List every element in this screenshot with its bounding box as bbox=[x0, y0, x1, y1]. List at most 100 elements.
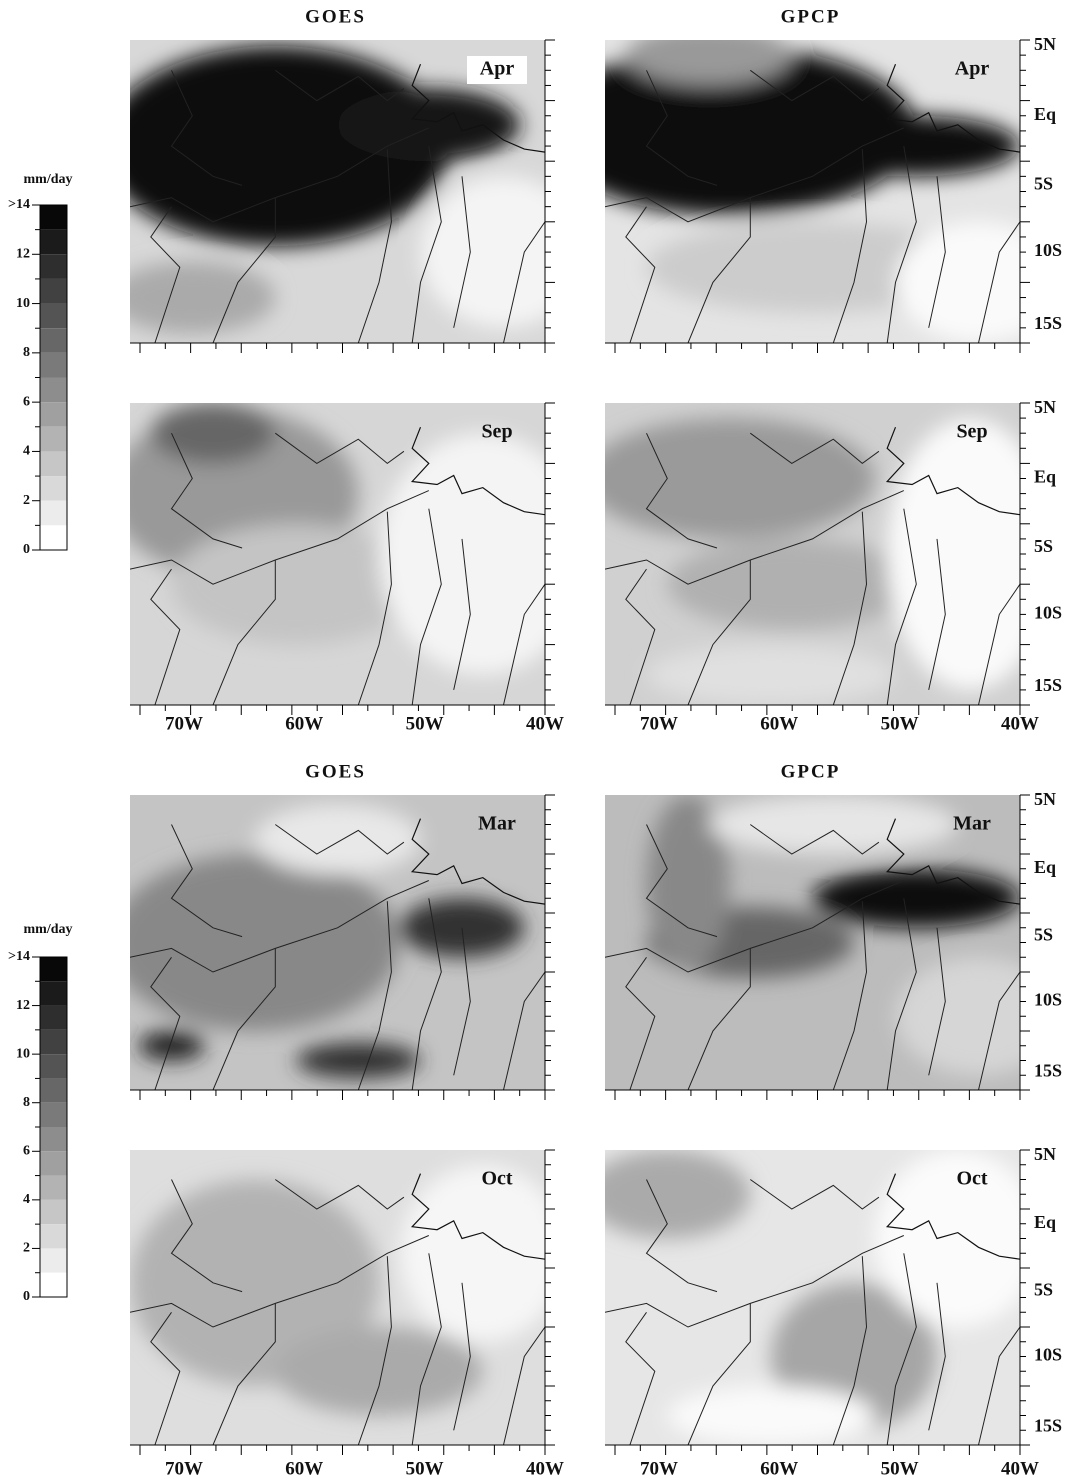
boundary-line bbox=[886, 1253, 917, 1445]
lat-label: 5N bbox=[1034, 789, 1056, 809]
lat-label: Eq bbox=[1034, 467, 1056, 487]
map-panel bbox=[605, 1150, 1020, 1445]
lon-label: 50W bbox=[881, 713, 919, 734]
boundary-line bbox=[503, 583, 545, 705]
precip-region bbox=[605, 418, 875, 539]
column-title: GOES bbox=[305, 6, 366, 27]
lat-label: 15S bbox=[1034, 1415, 1062, 1435]
precip-field bbox=[605, 40, 1020, 343]
precip-region bbox=[605, 1150, 751, 1239]
coastline bbox=[410, 1173, 545, 1260]
boundary-line bbox=[453, 927, 471, 1076]
colorbar-segment bbox=[40, 328, 67, 353]
boundary-line bbox=[357, 901, 392, 1090]
boundary-line bbox=[453, 176, 471, 328]
column-title: GPCP bbox=[781, 761, 841, 782]
colorbar-segment bbox=[40, 1248, 67, 1273]
colorbar-label: 6 bbox=[23, 394, 30, 409]
lat-label: 10S bbox=[1034, 990, 1062, 1010]
boundary-line bbox=[275, 69, 405, 102]
colorbar-segment bbox=[40, 254, 67, 279]
coastline bbox=[885, 818, 1020, 905]
precip-field bbox=[130, 1164, 545, 1416]
month-label: Oct bbox=[956, 1168, 987, 1190]
boundary-line bbox=[832, 901, 868, 1090]
lat-label: 10S bbox=[1034, 1345, 1062, 1365]
colorbar-segment bbox=[40, 352, 67, 378]
month-label: Mar bbox=[953, 813, 991, 835]
lat-label: 10S bbox=[1034, 240, 1062, 260]
boundary-line bbox=[750, 69, 880, 102]
colorbar-label: 0 bbox=[23, 542, 30, 557]
boundary-line bbox=[357, 511, 392, 705]
colorbar-segment bbox=[40, 1199, 67, 1225]
lat-label: 5N bbox=[1034, 397, 1056, 417]
boundary-line bbox=[170, 432, 243, 549]
lon-label: 60W bbox=[760, 1458, 798, 1479]
boundary-line bbox=[687, 948, 751, 1090]
boundary-line bbox=[150, 957, 181, 1090]
lon-label: 40W bbox=[1001, 1458, 1039, 1479]
boundary-line bbox=[453, 1282, 471, 1431]
colorbar-segment bbox=[40, 1102, 67, 1127]
precip-region bbox=[130, 46, 450, 247]
boundary-line bbox=[625, 1312, 656, 1445]
colorbar-label: >14 bbox=[8, 197, 30, 212]
boundary-line bbox=[275, 432, 405, 465]
precip-region bbox=[646, 644, 896, 705]
colorbar-segment bbox=[40, 1029, 67, 1055]
precip-region bbox=[296, 1042, 421, 1079]
boundary-line bbox=[750, 1179, 880, 1210]
boundary-line bbox=[832, 149, 868, 343]
colorbar-label: 12 bbox=[16, 998, 30, 1013]
precip-region bbox=[667, 538, 917, 630]
precip-region bbox=[874, 1150, 1020, 1327]
precip-region bbox=[420, 176, 545, 328]
boundary-line bbox=[625, 957, 656, 1090]
lon-label: 60W bbox=[760, 713, 798, 734]
lat-label: 10S bbox=[1034, 603, 1062, 623]
lon-label: 70W bbox=[165, 1458, 203, 1479]
map-panel bbox=[130, 40, 545, 343]
colorbar-label: 4 bbox=[23, 444, 30, 459]
coastline bbox=[410, 426, 545, 516]
lat-label: 5S bbox=[1034, 536, 1053, 556]
lat-label: 5S bbox=[1034, 174, 1053, 194]
precip-region bbox=[130, 854, 400, 1031]
colorbar-segment bbox=[40, 278, 67, 304]
colorbar-label: 4 bbox=[23, 1192, 30, 1207]
lat-label: 5N bbox=[1034, 34, 1056, 54]
colorbar-segment bbox=[40, 1078, 67, 1103]
column-title: GPCP bbox=[781, 6, 841, 27]
colorbar-unit: mm/day bbox=[24, 172, 73, 187]
boundary-line bbox=[212, 197, 276, 343]
precip-region bbox=[275, 1327, 483, 1416]
colorbar-segment bbox=[40, 1005, 67, 1030]
lat-label: 15S bbox=[1034, 1060, 1062, 1080]
lat-label: 15S bbox=[1034, 675, 1062, 695]
precip-region bbox=[625, 40, 792, 86]
boundary-line bbox=[750, 432, 880, 465]
precip-region bbox=[138, 1031, 205, 1061]
precip-region bbox=[812, 115, 1020, 177]
boundary-line bbox=[832, 511, 868, 705]
coastline bbox=[885, 1173, 1020, 1260]
boundary-line bbox=[978, 971, 1020, 1090]
boundary-line bbox=[645, 824, 718, 938]
lat-label: 15S bbox=[1034, 313, 1062, 333]
boundary-line bbox=[411, 1253, 442, 1445]
boundary-line bbox=[978, 1326, 1020, 1445]
colorbar-label: 12 bbox=[16, 247, 30, 262]
colorbar-segment bbox=[40, 377, 67, 403]
map-panel bbox=[605, 795, 1020, 1090]
lon-label: 70W bbox=[640, 1458, 678, 1479]
month-label-bg bbox=[467, 56, 527, 84]
precip-region bbox=[399, 898, 525, 958]
precip-field bbox=[130, 46, 545, 334]
colorbar-label: 8 bbox=[23, 1095, 30, 1110]
boundary-line bbox=[503, 1326, 545, 1445]
boundary-line bbox=[170, 824, 243, 938]
lat-label: Eq bbox=[1034, 1212, 1056, 1232]
boundary-line bbox=[928, 927, 946, 1076]
